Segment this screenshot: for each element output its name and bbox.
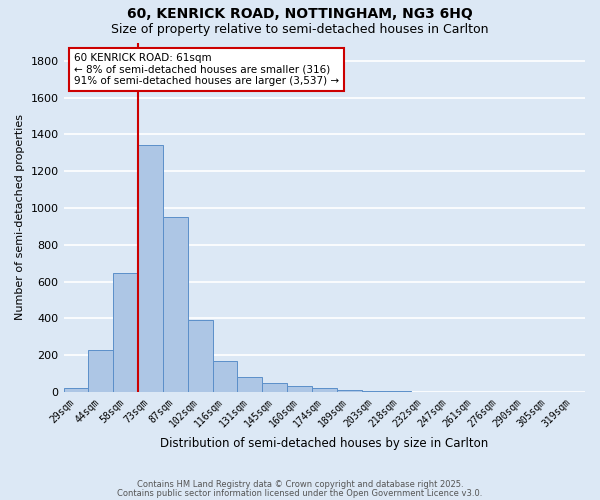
Bar (188, 320, 212, 392)
Text: Contains HM Land Registry data © Crown copyright and database right 2025.: Contains HM Land Registry data © Crown c… (137, 480, 463, 489)
Bar (337, 390, 362, 392)
Bar (212, 362, 238, 392)
Bar (287, 386, 312, 392)
Bar (163, 217, 188, 392)
Bar (88, 350, 113, 392)
Bar (312, 388, 337, 392)
Bar (138, 146, 163, 392)
Text: 60, KENRICK ROAD, NOTTINGHAM, NG3 6HQ: 60, KENRICK ROAD, NOTTINGHAM, NG3 6HQ (127, 8, 473, 22)
Text: Contains public sector information licensed under the Open Government Licence v3: Contains public sector information licen… (118, 489, 482, 498)
X-axis label: Distribution of semi-detached houses by size in Carlton: Distribution of semi-detached houses by … (160, 437, 488, 450)
Bar (113, 273, 138, 392)
Y-axis label: Number of semi-detached properties: Number of semi-detached properties (15, 114, 25, 320)
Bar (262, 383, 287, 392)
Text: Size of property relative to semi-detached houses in Carlton: Size of property relative to semi-detach… (111, 22, 489, 36)
Bar (238, 377, 262, 392)
Text: 60 KENRICK ROAD: 61sqm
← 8% of semi-detached houses are smaller (316)
91% of sem: 60 KENRICK ROAD: 61sqm ← 8% of semi-deta… (74, 53, 339, 86)
Bar (64, 388, 88, 392)
